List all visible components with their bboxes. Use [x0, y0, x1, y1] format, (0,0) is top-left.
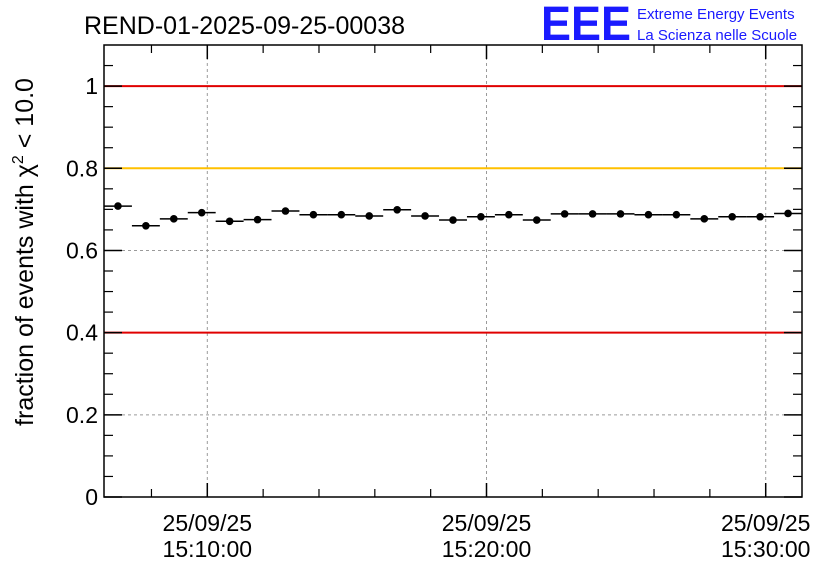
y-tick-label: 1	[85, 73, 98, 99]
x-tick-label-date: 25/09/25	[163, 510, 253, 536]
y-tick-label: 0.4	[66, 320, 98, 346]
data-point	[532, 216, 541, 224]
plot-frame	[103, 44, 803, 498]
data-point	[281, 207, 290, 215]
data-point	[784, 209, 792, 218]
data-point	[365, 212, 374, 220]
x-tick-label-time: 15:20:00	[442, 536, 532, 562]
data-point	[505, 210, 513, 219]
data-point	[560, 210, 569, 218]
data-point	[477, 212, 485, 221]
x-tick-label-date: 25/09/25	[442, 510, 532, 536]
y-tick-label: 0.8	[66, 155, 98, 181]
data-point	[225, 217, 234, 226]
data-point	[142, 222, 150, 230]
y-axis-label-symbol: χ	[11, 164, 39, 177]
x-tick-label-time: 15:30:00	[721, 536, 811, 562]
y-axis-label: fraction of events with χ2 < 10.0	[10, 78, 39, 426]
logo-letters: EEE	[541, 0, 631, 51]
y-tick-label: 0.2	[66, 402, 98, 428]
data-point	[309, 210, 318, 219]
y-tick-label: 0.6	[66, 237, 98, 263]
data-point	[421, 212, 429, 220]
data-point	[588, 210, 597, 218]
x-tick-label-time: 15:10:00	[163, 536, 253, 562]
y-tick-label: 0	[85, 484, 98, 510]
data-point	[337, 210, 346, 219]
data-point	[616, 210, 625, 218]
y-axis-label-exponent: 2	[10, 155, 27, 164]
data-point	[728, 212, 736, 221]
y-axis-label-suffix: < 10.0	[11, 78, 39, 155]
data-point	[114, 202, 122, 210]
data-point	[756, 212, 764, 221]
data-point	[672, 210, 681, 219]
eee-logo: EEE Extreme Energy Events La Scienza nel…	[541, 0, 797, 51]
axis-ticks: 00.20.40.60.8125/09/2515:10:0025/09/2515…	[66, 45, 810, 562]
data-point	[644, 210, 653, 219]
data-point	[170, 215, 178, 223]
reference-lines	[104, 85, 802, 334]
y-axis-label-prefix: fraction of events with	[11, 177, 39, 426]
chart-title: REND-01-2025-09-25-00038	[84, 12, 405, 40]
x-tick-label-date: 25/09/25	[721, 510, 811, 536]
data-points	[104, 202, 802, 230]
grid	[104, 45, 802, 497]
data-point	[449, 216, 457, 224]
data-point	[253, 215, 262, 224]
data-point	[197, 208, 206, 217]
data-point	[700, 215, 709, 223]
logo-line-2: La Scienza nelle Scuole	[637, 27, 797, 44]
logo-line-1: Extreme Energy Events	[637, 6, 795, 23]
data-point	[393, 205, 401, 214]
